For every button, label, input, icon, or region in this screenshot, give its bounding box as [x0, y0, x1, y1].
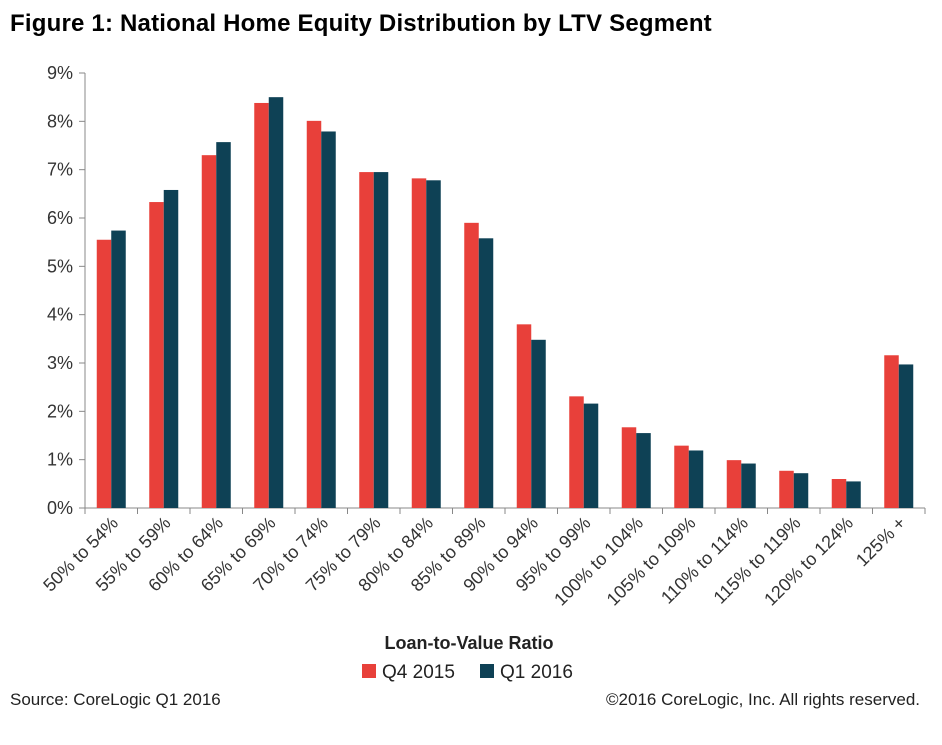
- bar-q1-2016: [426, 180, 441, 509]
- bar-q1-2016: [898, 364, 914, 508]
- bar-q1-2016: [583, 403, 599, 508]
- bar-q4-2015: [674, 445, 689, 508]
- chart-title: Figure 1: National Home Equity Distribut…: [10, 10, 712, 37]
- bar-q1-2016: [216, 142, 231, 508]
- y-tick-label: 4%: [47, 305, 73, 325]
- bar-q4-2015: [201, 155, 217, 508]
- bar-q1-2016: [478, 238, 494, 509]
- y-tick-label: 7%: [47, 160, 73, 180]
- bar-q1-2016: [793, 473, 809, 508]
- y-tick-label: 1%: [47, 450, 73, 470]
- bar-q4-2015: [779, 470, 794, 508]
- y-tick-label: 3%: [47, 353, 73, 373]
- bar-q4-2015: [96, 239, 112, 508]
- bar-q1-2016: [846, 481, 861, 508]
- bar-q1-2016: [688, 450, 704, 508]
- bar-q4-2015: [884, 355, 899, 508]
- bar-q4-2015: [254, 102, 269, 508]
- bar-q1-2016: [111, 230, 126, 509]
- bar-q1-2016: [636, 433, 651, 508]
- bar-q4-2015: [726, 460, 742, 508]
- bar-q1-2016: [268, 97, 284, 509]
- bar-q4-2015: [621, 427, 637, 508]
- y-tick-label: 0%: [47, 498, 73, 518]
- bar-q4-2015: [411, 178, 427, 508]
- bar-q4-2015: [569, 396, 584, 508]
- y-tick-label: 6%: [47, 208, 73, 228]
- bar-q4-2015: [464, 222, 479, 509]
- y-tick-label: 5%: [47, 256, 73, 276]
- legend-label: Q1 2016: [500, 662, 573, 683]
- bar-q4-2015: [359, 172, 374, 509]
- source-note: Source: CoreLogic Q1 2016: [10, 690, 221, 709]
- bar-q1-2016: [163, 189, 179, 508]
- y-tick-label: 8%: [47, 111, 73, 131]
- x-axis-title: Loan-to-Value Ratio: [384, 633, 553, 653]
- y-tick-label: 9%: [47, 63, 73, 83]
- x-tick-label: 125% +: [852, 513, 910, 571]
- bar-q1-2016: [373, 172, 389, 509]
- bar-q4-2015: [831, 479, 847, 508]
- legend-swatch: [480, 664, 494, 678]
- legend-swatch: [362, 664, 376, 678]
- bar-q4-2015: [306, 120, 322, 508]
- y-tick-label: 2%: [47, 401, 73, 421]
- bar-q1-2016: [321, 131, 336, 508]
- legend-label: Q4 2015: [382, 662, 455, 683]
- bar-q1-2016: [531, 339, 546, 508]
- bar-q4-2015: [516, 324, 532, 508]
- bar-q1-2016: [741, 463, 756, 508]
- bar-q4-2015: [149, 202, 164, 509]
- copyright-note: ©2016 CoreLogic, Inc. All rights reserve…: [606, 690, 920, 709]
